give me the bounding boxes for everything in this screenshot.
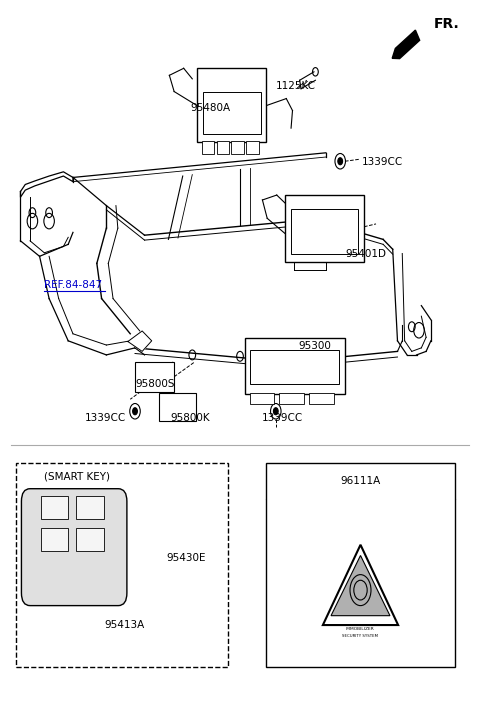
Text: 1339CC: 1339CC bbox=[362, 157, 403, 167]
Text: 1339CC: 1339CC bbox=[85, 414, 126, 423]
Bar bbox=[266, 462, 455, 667]
Circle shape bbox=[274, 408, 278, 415]
Polygon shape bbox=[323, 545, 398, 625]
Bar bbox=[159, 393, 196, 421]
Circle shape bbox=[338, 158, 343, 165]
Bar bbox=[40, 496, 68, 519]
Bar bbox=[279, 393, 304, 404]
Bar bbox=[291, 209, 359, 254]
Bar bbox=[76, 496, 104, 519]
Text: 95800K: 95800K bbox=[171, 414, 210, 423]
Bar bbox=[246, 141, 259, 153]
Polygon shape bbox=[331, 556, 390, 616]
Bar bbox=[76, 528, 104, 551]
Text: 1125KC: 1125KC bbox=[276, 81, 316, 91]
Bar bbox=[231, 141, 244, 153]
Bar bbox=[285, 195, 364, 262]
Bar bbox=[202, 141, 214, 153]
Text: (SMART KEY): (SMART KEY) bbox=[44, 471, 110, 481]
Bar bbox=[135, 362, 174, 392]
Text: REF.84-847: REF.84-847 bbox=[44, 280, 102, 290]
Text: SECURITY SYSTEM: SECURITY SYSTEM bbox=[343, 633, 379, 638]
Bar bbox=[250, 393, 275, 404]
Polygon shape bbox=[128, 331, 152, 351]
Text: 95300: 95300 bbox=[298, 341, 331, 351]
Text: FR.: FR. bbox=[433, 17, 459, 31]
FancyBboxPatch shape bbox=[22, 489, 127, 606]
Bar bbox=[245, 338, 345, 395]
Bar bbox=[197, 69, 266, 142]
Text: 95800S: 95800S bbox=[135, 380, 175, 390]
Bar bbox=[16, 462, 228, 667]
Text: 95430E: 95430E bbox=[166, 553, 205, 563]
Bar bbox=[216, 141, 229, 153]
Bar bbox=[309, 393, 334, 404]
FancyArrow shape bbox=[392, 30, 420, 59]
Text: 95401D: 95401D bbox=[345, 248, 386, 259]
Text: 1339CC: 1339CC bbox=[262, 414, 303, 423]
Circle shape bbox=[132, 408, 137, 415]
Bar bbox=[251, 350, 339, 384]
Text: 96111A: 96111A bbox=[340, 476, 381, 486]
Text: IMMOBILIZER: IMMOBILIZER bbox=[346, 626, 375, 631]
Text: 95413A: 95413A bbox=[104, 620, 144, 631]
Text: 95480A: 95480A bbox=[190, 103, 230, 113]
Bar bbox=[203, 91, 261, 134]
Bar bbox=[40, 528, 68, 551]
